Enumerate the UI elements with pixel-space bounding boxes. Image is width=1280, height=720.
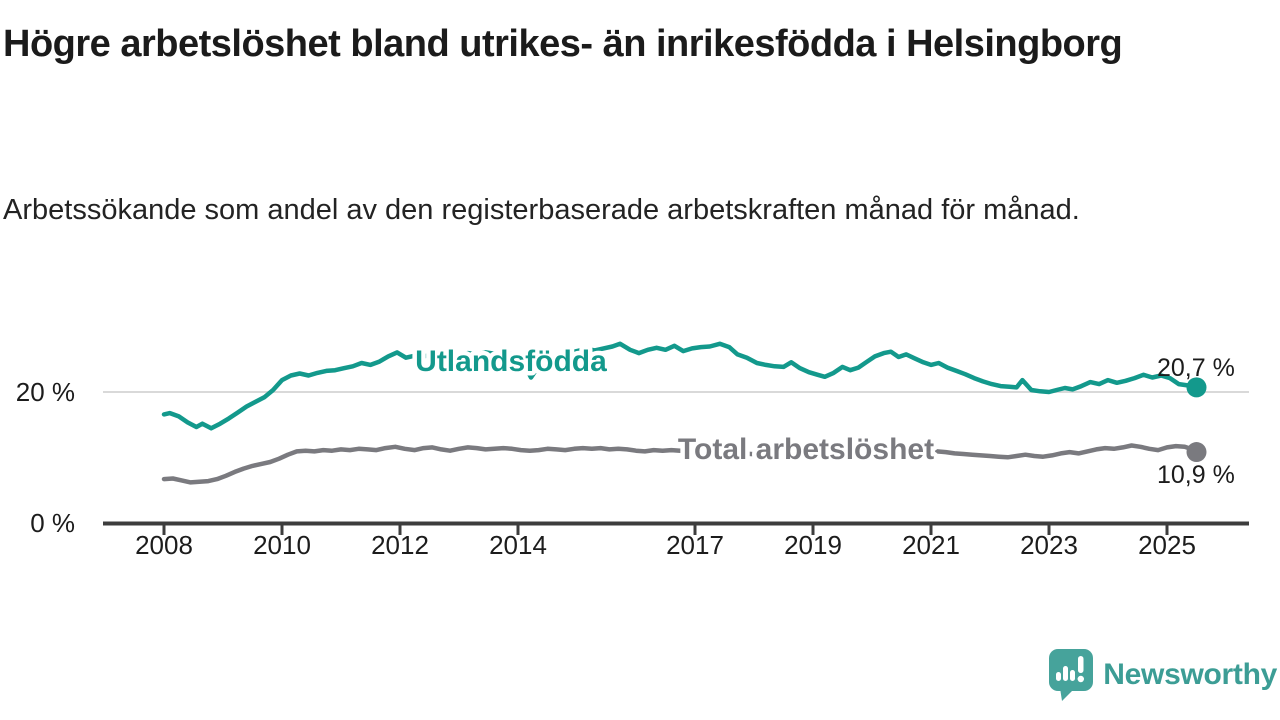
y-tick-label-0: 0 % xyxy=(30,508,75,538)
end-dot-1 xyxy=(1186,442,1207,463)
series-lines xyxy=(161,341,1207,485)
series-line-0 xyxy=(161,341,1199,431)
x-tick-label-2014: 2014 xyxy=(489,530,547,560)
logo-bar-2 xyxy=(1063,666,1069,681)
x-axis-ticks: 2008 2010 2012 2014 2017 2019 2021 2023 2025 xyxy=(135,524,1196,560)
x-tick-label-2008: 2008 xyxy=(135,530,193,560)
x-tick-label-2012: 2012 xyxy=(371,530,429,560)
x-tick-label-2025: 2025 xyxy=(1138,530,1196,560)
x-tick-label-2021: 2021 xyxy=(902,530,960,560)
series-label-utlandsfodda: Utlandsfödda xyxy=(415,345,607,378)
series-line-1 xyxy=(161,443,1199,485)
logo-bar-3 xyxy=(1070,670,1076,681)
chart-title: Högre arbetslöshet bland utrikes- än inr… xyxy=(3,23,1123,65)
x-tick-label-2017: 2017 xyxy=(666,530,724,560)
x-tick-label-2010: 2010 xyxy=(253,530,311,560)
x-tick-label-2023: 2023 xyxy=(1020,530,1078,560)
logo-bar-1 xyxy=(1056,672,1062,681)
newsworthy-logo-text: Newsworthy xyxy=(1103,658,1277,691)
logo-exclamation-bar xyxy=(1078,656,1084,673)
end-value-label-utlandsfodda: 20,7 % xyxy=(1157,354,1235,382)
y-tick-label-20: 20 % xyxy=(16,377,75,407)
x-tick-label-2019: 2019 xyxy=(784,530,842,560)
series-label-total-arbetsloshet: Total arbetslöshet xyxy=(678,433,934,466)
newsworthy-logo-icon xyxy=(1049,649,1094,701)
end-dot-0 xyxy=(1186,377,1207,398)
end-value-label-total: 10,9 % xyxy=(1157,461,1235,489)
chart-subtitle: Arbetssökande som andel av den registerb… xyxy=(3,194,1080,226)
newsworthy-logo[interactable]: Newsworthy xyxy=(1048,646,1277,704)
logo-exclamation-dot xyxy=(1077,675,1085,683)
